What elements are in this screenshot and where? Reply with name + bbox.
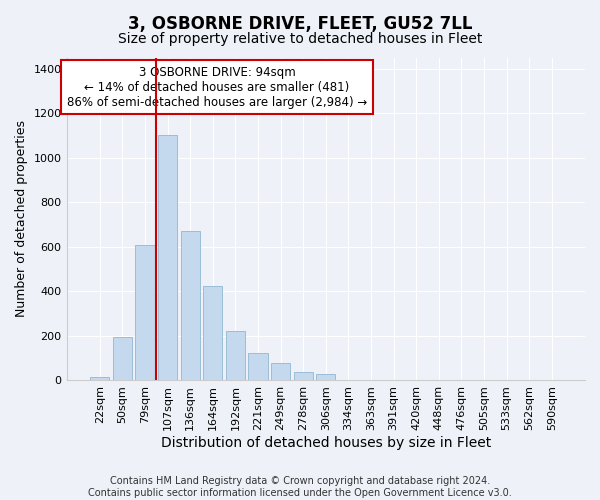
Text: 3 OSBORNE DRIVE: 94sqm
← 14% of detached houses are smaller (481)
86% of semi-de: 3 OSBORNE DRIVE: 94sqm ← 14% of detached…: [67, 66, 367, 108]
Bar: [316, 374, 335, 380]
Text: Size of property relative to detached houses in Fleet: Size of property relative to detached ho…: [118, 32, 482, 46]
Bar: [113, 337, 132, 380]
Bar: [136, 244, 155, 380]
Y-axis label: Number of detached properties: Number of detached properties: [15, 120, 28, 318]
Text: 3, OSBORNE DRIVE, FLEET, GU52 7LL: 3, OSBORNE DRIVE, FLEET, GU52 7LL: [128, 15, 472, 33]
Bar: [271, 362, 290, 380]
Bar: [181, 231, 200, 380]
Bar: [293, 372, 313, 380]
X-axis label: Distribution of detached houses by size in Fleet: Distribution of detached houses by size …: [161, 436, 491, 450]
Bar: [158, 136, 177, 380]
Text: Contains HM Land Registry data © Crown copyright and database right 2024.
Contai: Contains HM Land Registry data © Crown c…: [88, 476, 512, 498]
Bar: [203, 286, 223, 380]
Bar: [90, 377, 109, 380]
Bar: [248, 352, 268, 380]
Bar: [226, 332, 245, 380]
